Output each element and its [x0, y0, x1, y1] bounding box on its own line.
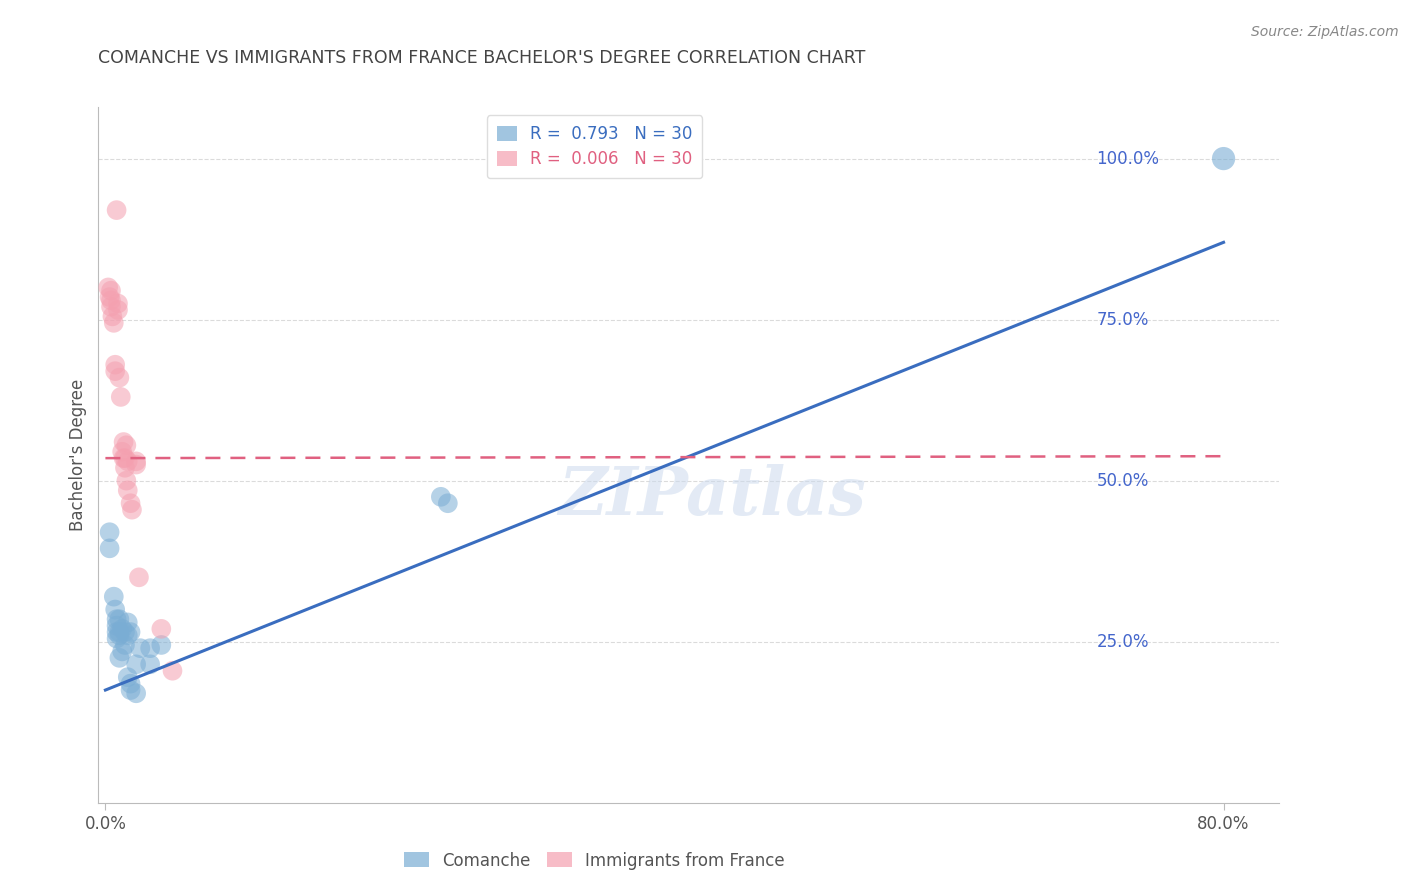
Point — [103, 316, 125, 330]
Point — [125, 454, 148, 468]
Point — [120, 625, 142, 640]
Point — [100, 284, 122, 298]
Text: 75.0%: 75.0% — [1097, 310, 1149, 328]
Point — [129, 641, 152, 656]
Point — [98, 541, 121, 556]
Point — [117, 628, 139, 642]
Point — [111, 444, 134, 458]
Point — [121, 502, 143, 516]
Point — [110, 390, 132, 404]
Point — [104, 358, 127, 372]
Point — [105, 612, 128, 626]
Point — [111, 622, 134, 636]
Point — [108, 651, 131, 665]
Text: COMANCHE VS IMMIGRANTS FROM FRANCE BACHELOR'S DEGREE CORRELATION CHART: COMANCHE VS IMMIGRANTS FROM FRANCE BACHE… — [98, 49, 866, 67]
Point — [120, 683, 142, 698]
Point — [104, 364, 127, 378]
Point — [100, 293, 122, 308]
Point — [112, 435, 135, 450]
Text: 25.0%: 25.0% — [1097, 632, 1149, 651]
Point — [125, 657, 148, 672]
Text: ZIPatlas: ZIPatlas — [558, 464, 866, 529]
Point — [139, 657, 162, 672]
Y-axis label: Bachelor's Degree: Bachelor's Degree — [69, 379, 87, 531]
Point — [114, 460, 136, 475]
Point — [139, 641, 162, 656]
Point — [108, 628, 131, 642]
Point — [437, 496, 460, 510]
Point — [105, 625, 128, 640]
Point — [108, 370, 131, 384]
Point — [105, 203, 128, 218]
Point — [430, 490, 453, 504]
Point — [117, 615, 139, 630]
Point — [104, 602, 127, 616]
Point — [107, 296, 129, 310]
Text: 50.0%: 50.0% — [1097, 472, 1149, 490]
Point — [114, 625, 136, 640]
Point — [111, 644, 134, 658]
Point — [108, 625, 131, 640]
Point — [114, 638, 136, 652]
Point — [120, 496, 142, 510]
Point — [128, 570, 150, 584]
Point — [105, 632, 128, 646]
Point — [100, 300, 122, 314]
Point — [117, 483, 139, 498]
Point — [115, 438, 138, 452]
Point — [97, 280, 120, 294]
Point — [150, 622, 173, 636]
Point — [114, 451, 136, 466]
Point — [150, 638, 173, 652]
Point — [117, 454, 139, 468]
Point — [105, 618, 128, 632]
Point — [98, 525, 121, 540]
Point — [125, 458, 148, 472]
Point — [98, 290, 121, 304]
Text: Source: ZipAtlas.com: Source: ZipAtlas.com — [1251, 25, 1399, 39]
Legend: Comanche, Immigrants from France: Comanche, Immigrants from France — [395, 843, 793, 878]
Text: 100.0%: 100.0% — [1097, 150, 1160, 168]
Point — [117, 670, 139, 684]
Point — [115, 474, 138, 488]
Point — [103, 590, 125, 604]
Point — [162, 664, 184, 678]
Point — [108, 612, 131, 626]
Point — [107, 303, 129, 318]
Point — [120, 676, 142, 690]
Point — [101, 310, 124, 324]
Point — [125, 686, 148, 700]
Point — [112, 451, 135, 466]
Point — [1212, 152, 1234, 166]
